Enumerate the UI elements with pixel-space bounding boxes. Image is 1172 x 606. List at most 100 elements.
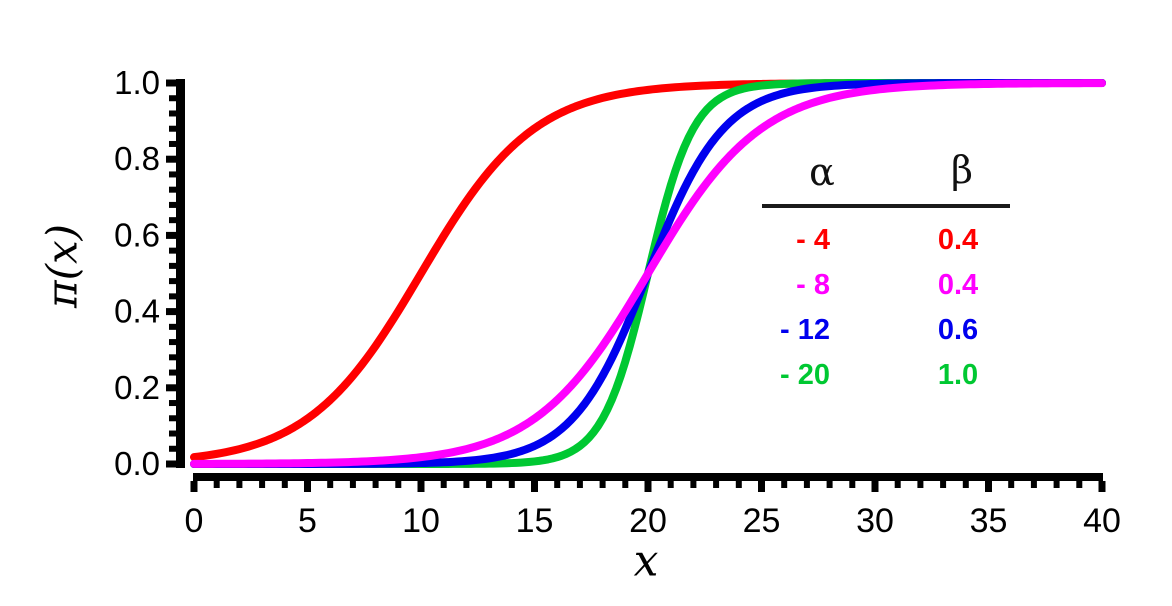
x-minor-tick — [713, 481, 720, 488]
x-tick-label: 10 — [402, 502, 440, 540]
legend-beta-value: 0.4 — [937, 224, 979, 256]
x-major-tick — [417, 481, 425, 492]
y-minor-tick — [169, 125, 176, 132]
x-tick-label: 15 — [516, 502, 554, 540]
legend-row: - 8 0.4 — [762, 263, 1010, 308]
y-minor-tick — [169, 339, 176, 346]
x-minor-tick — [372, 481, 379, 488]
y-minor-tick — [169, 95, 176, 102]
x-minor-tick — [735, 481, 742, 488]
x-major-tick — [985, 481, 992, 492]
x-minor-tick — [781, 481, 788, 488]
y-minor-tick — [169, 278, 176, 285]
legend-beta-value: 0.6 — [937, 314, 979, 346]
y-minor-tick — [169, 201, 176, 208]
x-minor-tick — [894, 481, 901, 488]
x-tick-label: 40 — [1083, 502, 1121, 540]
x-minor-tick — [395, 481, 402, 488]
y-minor-tick — [169, 323, 176, 330]
x-minor-tick — [940, 481, 947, 488]
curves-layer — [190, 79, 1106, 468]
x-minor-tick — [576, 481, 583, 488]
y-minor-tick — [169, 369, 176, 376]
x-minor-tick — [281, 481, 288, 488]
x-tick-label: 30 — [856, 502, 894, 540]
x-major-tick — [190, 481, 198, 492]
x-tick-label: 0 — [185, 502, 204, 540]
legend-alpha-value: - 8 — [796, 269, 830, 301]
x-minor-tick — [463, 481, 470, 488]
curve-alpha-8-beta-0-4 — [190, 79, 1106, 468]
legend-headers: α β — [762, 148, 1010, 198]
x-minor-tick — [440, 481, 447, 488]
x-minor-tick — [826, 481, 833, 488]
y-axis-line — [176, 79, 185, 468]
x-major-tick — [1098, 481, 1106, 492]
y-minor-tick — [169, 217, 176, 224]
x-axis-line — [193, 473, 1103, 481]
x-axis-title-text: x — [633, 535, 659, 587]
y-minor-tick — [169, 354, 176, 361]
y-major-tick — [166, 155, 176, 163]
legend-alpha-header: α — [809, 150, 835, 194]
x-minor-tick — [622, 481, 629, 488]
y-tick-label: 0.2 — [114, 369, 160, 406]
x-minor-tick — [1076, 481, 1083, 488]
legend-row: - 12 0.6 — [762, 308, 1010, 353]
y-minor-tick — [169, 247, 176, 254]
y-major-tick — [166, 308, 176, 316]
x-minor-tick — [1008, 481, 1015, 488]
x-minor-tick — [849, 481, 856, 488]
y-tick-label: 1.0 — [114, 64, 160, 101]
x-minor-tick — [917, 481, 924, 488]
x-major-tick — [758, 481, 765, 492]
legend-beta-value: 1.0 — [937, 359, 979, 391]
x-minor-tick — [327, 481, 334, 488]
y-major-tick — [166, 460, 176, 468]
y-minor-tick — [169, 110, 176, 117]
y-minor-tick — [169, 140, 176, 147]
y-tick-label: 0.0 — [114, 445, 160, 482]
legend: α β - 4 0.4 - 8 0.4 - 12 0.6 - 20 1.0 — [762, 148, 1010, 398]
y-axis-title: π(x) — [38, 224, 87, 308]
x-axis-title: x — [634, 536, 659, 587]
x-minor-tick — [667, 481, 674, 488]
x-major-tick — [644, 481, 652, 492]
x-minor-tick — [259, 481, 266, 488]
x-minor-tick — [599, 481, 606, 488]
legend-row: - 4 0.4 — [762, 218, 1010, 263]
y-minor-tick — [169, 262, 176, 269]
x-minor-tick — [1030, 481, 1037, 488]
x-major-tick — [304, 481, 311, 492]
y-major-tick — [166, 384, 176, 392]
legend-rows: - 4 0.4 - 8 0.4 - 12 0.6 - 20 1.0 — [762, 218, 1010, 398]
y-tick-label: 0.8 — [114, 140, 160, 177]
y-axis-title-text: π(x) — [37, 223, 87, 309]
y-minor-tick — [169, 445, 176, 452]
axes-layer — [166, 79, 1106, 492]
y-minor-tick — [169, 415, 176, 422]
y-minor-tick — [169, 400, 176, 407]
x-tick-label: 35 — [970, 502, 1008, 540]
y-minor-tick — [169, 186, 176, 193]
x-minor-tick — [349, 481, 356, 488]
legend-row: - 20 1.0 — [762, 353, 1010, 398]
y-tick-label: 0.6 — [114, 216, 160, 253]
legend-divider — [762, 204, 1010, 208]
x-major-tick — [871, 481, 879, 492]
x-major-tick — [531, 481, 538, 492]
x-minor-tick — [486, 481, 493, 488]
y-major-tick — [166, 79, 176, 87]
x-minor-tick — [803, 481, 810, 488]
x-tick-label: 25 — [743, 502, 781, 540]
x-minor-tick — [554, 481, 561, 488]
x-minor-tick — [962, 481, 969, 488]
legend-alpha-value: - 20 — [780, 359, 830, 391]
tick-labels-layer: 0.0 0.2 0.4 0.6 0.8 1.0 0 5 10 15 20 25 30 35 40 — [114, 64, 1121, 540]
x-minor-tick — [213, 481, 220, 488]
x-minor-tick — [508, 481, 515, 488]
x-minor-tick — [1053, 481, 1060, 488]
y-minor-tick — [169, 171, 176, 178]
y-minor-tick — [169, 293, 176, 300]
